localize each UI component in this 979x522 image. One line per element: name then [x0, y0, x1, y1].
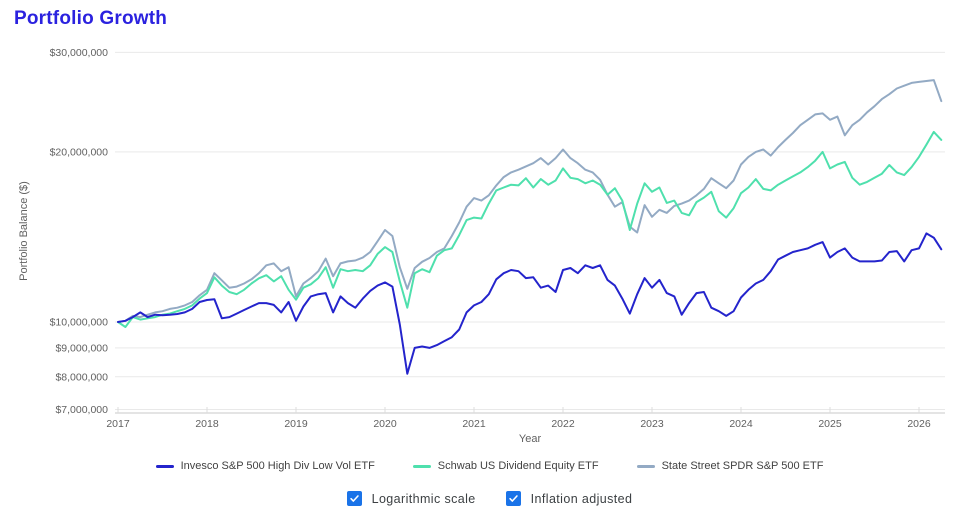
- y-tick-label: $7,000,000: [55, 404, 108, 416]
- logarithmic-scale-label: Logarithmic scale: [371, 491, 476, 506]
- inflation-adjusted-label: Inflation adjusted: [530, 491, 633, 506]
- x-tick-label: 2022: [551, 418, 575, 430]
- legend-item[interactable]: Invesco S&P 500 High Div Low Vol ETF: [155, 460, 375, 472]
- x-tick-label: 2023: [640, 418, 664, 430]
- x-tick-label: 2024: [729, 418, 753, 430]
- x-tick-label: 2019: [284, 418, 308, 430]
- legend-label: Invesco S&P 500 High Div Low Vol ETF: [180, 460, 375, 472]
- y-tick-label: $8,000,000: [55, 371, 108, 383]
- y-tick-label: $10,000,000: [50, 317, 109, 329]
- y-axis-title: Portfolio Balance ($): [18, 181, 30, 281]
- legend-swatch-icon: [155, 464, 174, 468]
- checkbox-checked-icon[interactable]: [505, 491, 521, 506]
- x-tick-label: 2025: [818, 418, 842, 430]
- x-tick-label: 2026: [907, 418, 931, 430]
- x-tick-label: 2021: [462, 418, 486, 430]
- page-title: Portfolio Growth: [14, 8, 168, 29]
- x-tick-label: 2017: [106, 418, 130, 430]
- x-axis-title: Year: [519, 433, 542, 445]
- series-line-state-street-spdr-s-p-500-etf: [117, 79, 943, 323]
- series-line-schwab-us-dividend-equity-etf: [117, 130, 943, 328]
- y-tick-label: $20,000,000: [50, 146, 109, 158]
- x-tick-label: 2020: [373, 418, 397, 430]
- inflation-adjusted-checkbox[interactable]: Inflation adjusted: [505, 491, 633, 506]
- legend-item[interactable]: State Street SPDR S&P 500 ETF: [636, 460, 824, 472]
- y-tick-label: $9,000,000: [55, 342, 108, 354]
- logarithmic-scale-checkbox[interactable]: Logarithmic scale: [346, 491, 476, 506]
- chart-legend: Invesco S&P 500 High Div Low Vol ETF Schw…: [0, 460, 979, 472]
- legend-item[interactable]: Schwab US Dividend Equity ETF: [412, 460, 599, 472]
- y-tick-label: $30,000,000: [50, 47, 109, 59]
- legend-swatch-icon: [636, 464, 655, 468]
- legend-label: State Street SPDR S&P 500 ETF: [661, 460, 824, 472]
- portfolio-growth-chart: $30,000,000 $20,000,000 $10,000,000 $9,000,…: [18, 47, 945, 445]
- checkbox-checked-icon[interactable]: [346, 491, 362, 506]
- legend-label: Schwab US Dividend Equity ETF: [437, 460, 599, 472]
- legend-swatch-icon: [412, 464, 431, 468]
- series-line-invesco-s-p-500-high-div-low-vol-etf: [117, 232, 943, 375]
- x-tick-label: 2018: [195, 418, 219, 430]
- chart-controls: Logarithmic scale Inflation adjusted: [0, 491, 979, 506]
